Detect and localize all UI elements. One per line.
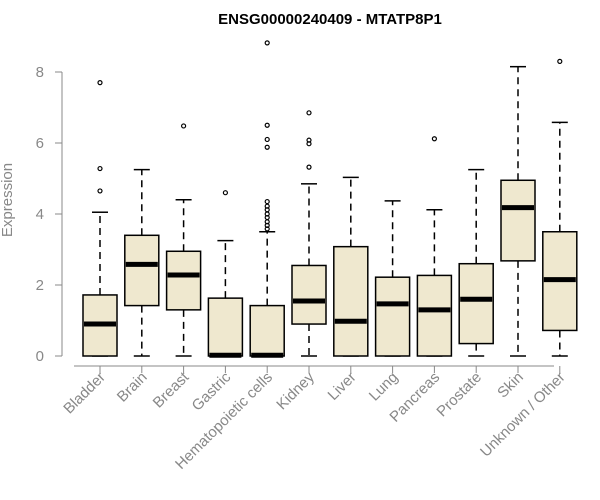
x-tick-label: Bladder — [60, 369, 109, 418]
box-group — [82, 80, 118, 357]
box — [207, 297, 244, 357]
outlier-point — [97, 165, 103, 172]
box-group — [542, 58, 578, 357]
y-tick-label: 2 — [36, 277, 44, 294]
outlier-point — [97, 188, 103, 194]
box — [165, 250, 202, 311]
box-group — [333, 176, 369, 357]
box-group — [416, 136, 453, 357]
box-group — [500, 65, 536, 357]
y-tick-label: 4 — [36, 206, 44, 223]
x-tick-label: Prostate — [433, 369, 485, 421]
boxes — [82, 40, 578, 358]
y-tick-label: 0 — [36, 348, 44, 365]
outlier-point — [306, 164, 312, 170]
outlier-point — [264, 40, 270, 46]
chart-title: ENSG00000240409 - MTATP8P1 — [218, 11, 442, 28]
y-axis-label: Expression — [0, 163, 16, 237]
outlier-point — [306, 110, 312, 116]
box — [416, 274, 453, 357]
outlier-point — [264, 203, 270, 209]
outlier-point — [264, 144, 270, 150]
outlier-point — [222, 190, 228, 196]
x-tick-label: Liver — [325, 369, 360, 404]
box-group — [207, 190, 244, 358]
outlier-point — [306, 137, 312, 143]
box — [249, 304, 285, 357]
box-group — [124, 168, 160, 357]
outlier-point — [97, 80, 103, 86]
outlier-point — [264, 136, 270, 143]
box — [291, 264, 327, 325]
outlier-point — [557, 58, 563, 64]
box — [458, 262, 494, 345]
box — [374, 276, 411, 357]
box-group — [249, 40, 285, 358]
y-tick-label: 6 — [36, 135, 44, 152]
box — [500, 179, 536, 262]
outlier-point — [431, 136, 437, 142]
outlier-point — [264, 198, 270, 205]
x-tick-label: Lung — [366, 369, 402, 405]
outlier-point — [181, 123, 187, 129]
outlier-point — [264, 122, 270, 128]
y-ticks: 0 2 4 6 8 — [36, 64, 62, 365]
box-group — [165, 123, 202, 357]
box — [333, 245, 369, 357]
box-group — [374, 200, 411, 357]
x-tick-label: Brain — [114, 369, 151, 406]
y-tick-label: 8 — [36, 64, 44, 81]
x-tick-label: Skin — [494, 369, 527, 402]
box — [124, 234, 160, 307]
box-group — [458, 168, 494, 357]
box-group — [291, 110, 327, 357]
x-tick-label: Breast — [150, 368, 193, 411]
x-tick-label: Kidney — [273, 368, 318, 413]
